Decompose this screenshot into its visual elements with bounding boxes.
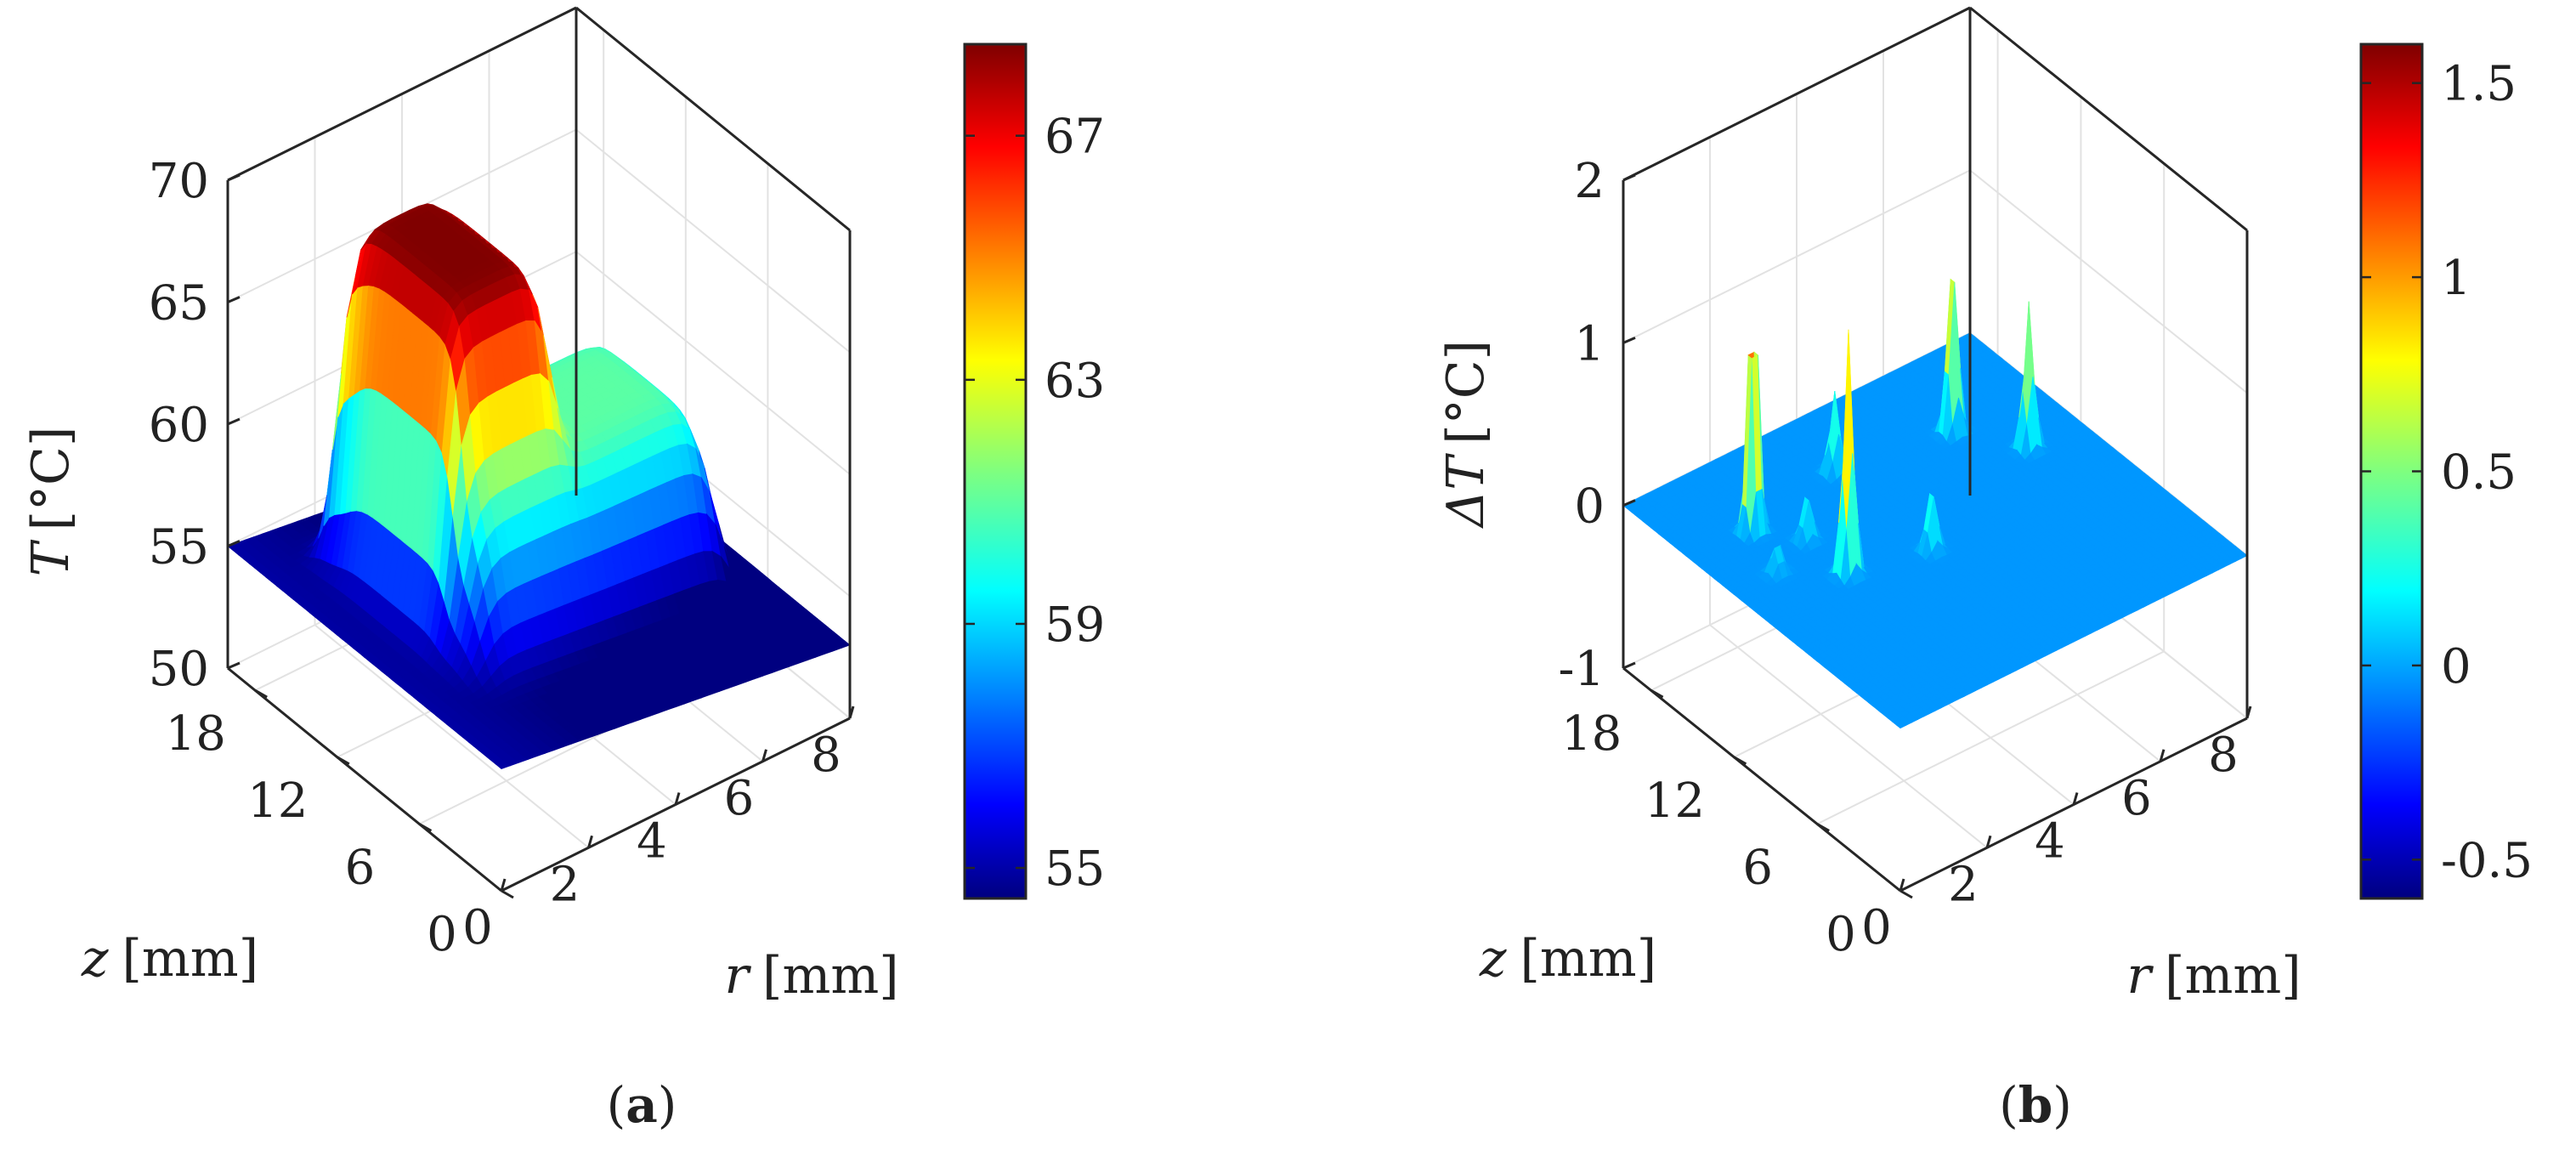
t-tick-mark <box>228 298 240 303</box>
panel-b: -0.500.511.5 ΔT[°C] z[mm] r[mm] (b) 0246… <box>1436 8 2533 1134</box>
z-tick-label: 18 <box>166 706 226 762</box>
t-tick-label: 60 <box>149 398 209 453</box>
r-tick-label: 0 <box>462 900 493 955</box>
panel-a-y-axis-label: z[mm] <box>81 929 258 989</box>
grid-line <box>1623 8 2247 230</box>
z-tick-mark <box>501 891 513 898</box>
axis-box-edge <box>576 8 850 230</box>
panel-a-x-axis-label: r[mm] <box>724 946 898 1006</box>
r-tick-label: 8 <box>811 728 841 783</box>
panel-a-colorbar: 55 59 63 67 <box>965 44 1105 898</box>
z-tick-label: 6 <box>345 840 376 895</box>
r-tick-label: 4 <box>637 814 667 870</box>
panel-a-z-axis-label: T[°C] <box>21 427 81 577</box>
colorbar-tick-label: 55 <box>1045 842 1105 897</box>
grid-line <box>228 8 850 230</box>
r-tick-label: 2 <box>550 857 580 912</box>
t-tick-label: 55 <box>149 520 209 575</box>
colorbar-rect <box>965 44 1026 898</box>
colorbar-tick-label: 67 <box>1045 110 1105 165</box>
r-tick-label: 6 <box>724 771 755 826</box>
t-tick-label: 70 <box>149 154 209 209</box>
panel-a-caption: (a) <box>607 1076 677 1134</box>
z-tick-label: 0 <box>427 907 457 962</box>
colorbar-tick-label: 63 <box>1045 354 1105 409</box>
t-tick-label: 65 <box>149 276 209 332</box>
t-tick-label: 50 <box>149 642 209 697</box>
t-tick-mark <box>228 419 240 424</box>
t-tick-mark <box>228 663 240 668</box>
colorbar-tick-label: 59 <box>1045 598 1105 653</box>
z-tick-label: 12 <box>247 774 308 829</box>
panel-b-surface <box>1623 280 2247 728</box>
panel-a-surface <box>228 204 850 769</box>
